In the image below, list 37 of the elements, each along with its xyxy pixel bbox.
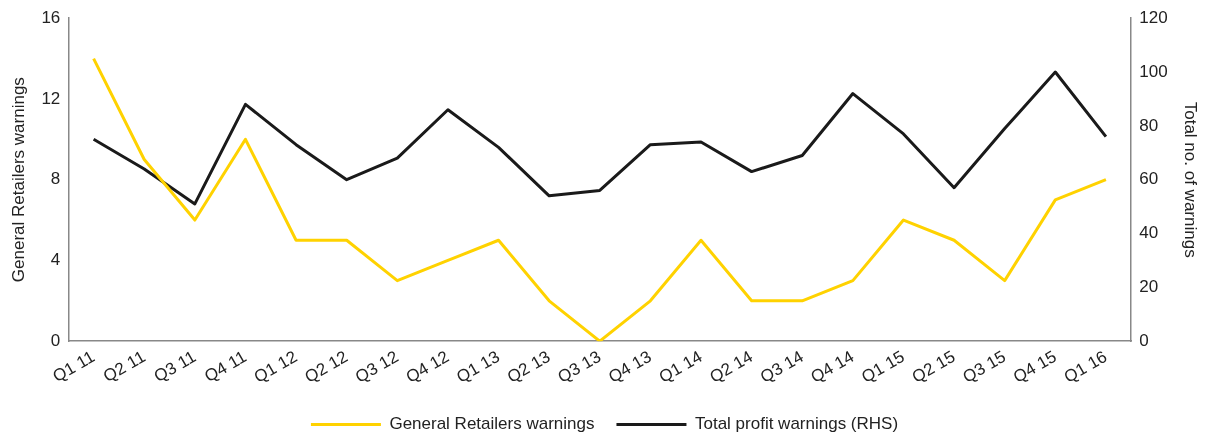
x-tick-label: Q1 16 bbox=[1060, 347, 1111, 387]
x-tick-label: Q3 15 bbox=[959, 347, 1010, 387]
x-tick-label: Q1 13 bbox=[453, 347, 503, 387]
y2-tick-label: 120 bbox=[1139, 7, 1168, 27]
x-tick-label: Q3 12 bbox=[352, 347, 402, 387]
x-tick-label: Q2 13 bbox=[503, 347, 554, 387]
x-tick-label: Q2 15 bbox=[908, 347, 959, 387]
x-tick-label: Q1 12 bbox=[250, 347, 301, 387]
y2-tick-label: 0 bbox=[1139, 330, 1149, 350]
y2-tick-label: 20 bbox=[1139, 277, 1159, 297]
x-tick-label: Q1 15 bbox=[858, 347, 908, 387]
x-tick-label: Q3 13 bbox=[554, 347, 605, 387]
x-tick-label: Q2 12 bbox=[301, 347, 352, 387]
y-tick-label: 12 bbox=[41, 88, 61, 108]
y2-tick-label: 80 bbox=[1139, 115, 1159, 135]
y2-tick-label: 40 bbox=[1139, 223, 1159, 243]
x-tick-label: Q1 14 bbox=[655, 347, 706, 387]
x-tick-label: Q4 14 bbox=[807, 347, 858, 387]
x-tick-label: Q2 14 bbox=[706, 347, 756, 387]
y2-tick-label: 60 bbox=[1139, 169, 1159, 189]
legend-label: Total profit warnings (RHS) bbox=[694, 414, 899, 434]
y2-axis-title: Total no. of warnings bbox=[1181, 101, 1201, 258]
x-tick-label: Q4 12 bbox=[402, 347, 453, 387]
legend-label: General Retailers warnings bbox=[389, 414, 595, 434]
y-tick-label: 8 bbox=[50, 169, 61, 189]
y-axis-title: General Retailers warnings bbox=[8, 77, 28, 283]
y-tick-label: 4 bbox=[50, 250, 61, 270]
x-tick-label: Q4 11 bbox=[201, 347, 250, 387]
y-tick-label: 16 bbox=[41, 7, 61, 27]
x-tick-label: Q2 11 bbox=[100, 347, 149, 387]
x-tick-label: Q3 11 bbox=[150, 347, 200, 387]
x-tick-label: Q1 11 bbox=[49, 347, 98, 387]
x-tick-label: Q4 15 bbox=[1010, 347, 1060, 387]
x-tick-label: Q4 13 bbox=[605, 347, 655, 387]
x-tick-label: Q3 14 bbox=[757, 347, 807, 387]
y-tick-label: 0 bbox=[50, 330, 61, 350]
y2-tick-label: 100 bbox=[1139, 61, 1168, 81]
